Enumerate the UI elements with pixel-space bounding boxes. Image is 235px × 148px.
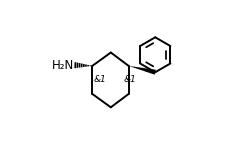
Text: &1: &1 — [123, 75, 136, 85]
Text: &1: &1 — [93, 75, 106, 85]
Text: H₂N: H₂N — [52, 59, 74, 72]
Polygon shape — [129, 66, 156, 75]
